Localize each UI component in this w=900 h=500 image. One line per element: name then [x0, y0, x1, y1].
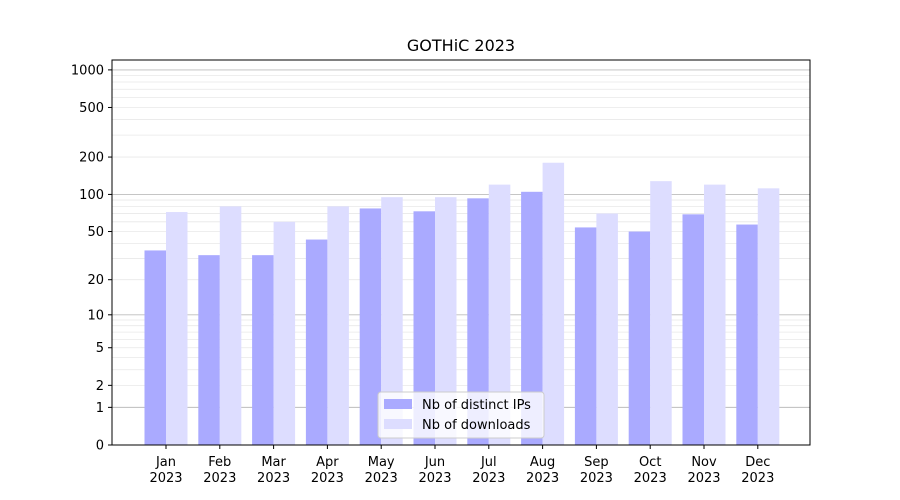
- x-tick-label: 2023: [257, 471, 290, 486]
- y-tick-label: 50: [87, 225, 104, 240]
- bar: [166, 212, 188, 445]
- x-tick-label: 2023: [472, 471, 505, 486]
- legend: Nb of distinct IPs Nb of downloads: [377, 391, 545, 439]
- y-tick-label: 200: [79, 151, 104, 166]
- y-tick-label: 0: [96, 439, 104, 454]
- x-tick-label: Apr: [316, 455, 339, 470]
- x-tick-label: Dec: [745, 455, 770, 470]
- bar: [198, 255, 220, 445]
- bar: [574, 227, 597, 445]
- x-tick-label: 2023: [580, 471, 613, 486]
- bar: [381, 197, 403, 445]
- legend-box: [377, 391, 545, 439]
- bar: [359, 208, 382, 445]
- x-tick-label: 2023: [634, 471, 667, 486]
- chart-title: GOTHiC 2023: [407, 36, 515, 55]
- bar: [596, 213, 618, 445]
- bar: [736, 224, 758, 445]
- bar: [704, 184, 726, 445]
- x-tick-label: Sep: [584, 455, 609, 470]
- bar: [273, 221, 296, 445]
- legend-label: Nb of distinct IPs: [422, 398, 531, 413]
- legend-swatch: [384, 419, 412, 429]
- x-tick-label: Nov: [691, 455, 717, 470]
- bar: [628, 231, 651, 445]
- bar: [305, 239, 328, 445]
- bar: [252, 255, 274, 445]
- bar: [219, 206, 242, 445]
- bar: [413, 211, 435, 445]
- y-tick-label: 500: [79, 101, 104, 116]
- y-tick-label: 10: [87, 308, 104, 323]
- x-tick-label: 2023: [526, 471, 559, 486]
- bar: [327, 206, 349, 445]
- bar: [144, 250, 166, 445]
- x-tick-label: 2023: [687, 471, 720, 486]
- bar: [682, 214, 704, 445]
- x-tick-label: 2023: [741, 471, 774, 486]
- plot-area: [111, 59, 811, 446]
- x-tick-label: Mar: [261, 455, 286, 470]
- x-tick-label: Jun: [424, 455, 445, 470]
- x-tick-label: 2023: [149, 471, 182, 486]
- x-tick-label: May: [368, 455, 395, 470]
- bars: [144, 162, 780, 446]
- x-tick-label: 2023: [418, 471, 451, 486]
- bar: [488, 184, 511, 445]
- y-tick-label: 100: [79, 188, 104, 203]
- legend-swatch: [384, 399, 412, 409]
- x-tick-label: Oct: [639, 455, 661, 470]
- bar: [650, 181, 672, 445]
- bar: [757, 188, 780, 445]
- bar: [467, 198, 489, 445]
- x-tick-label: Feb: [208, 455, 231, 470]
- bar: [542, 162, 565, 446]
- legend-label: Nb of downloads: [422, 418, 531, 433]
- x-tick-label: Jul: [480, 455, 497, 470]
- y-tick-label: 1000: [71, 63, 104, 78]
- x-axis: Jan2023Feb2023Mar2023Apr2023May2023Jun20…: [149, 445, 774, 486]
- bar: [435, 197, 457, 445]
- y-tick-label: 5: [96, 341, 104, 356]
- x-tick-label: 2023: [203, 471, 236, 486]
- x-tick-label: Aug: [530, 455, 555, 470]
- y-tick-label: 1: [96, 401, 104, 416]
- bar: [521, 191, 543, 445]
- x-tick-label: 2023: [365, 471, 398, 486]
- y-tick-label: 20: [87, 273, 104, 288]
- y-tick-label: 2: [96, 379, 104, 394]
- y-axis: 0 1 2 5 10 20 50 100 200 500 1000: [71, 63, 112, 454]
- x-tick-label: 2023: [311, 471, 344, 486]
- x-tick-label: Jan: [155, 455, 176, 470]
